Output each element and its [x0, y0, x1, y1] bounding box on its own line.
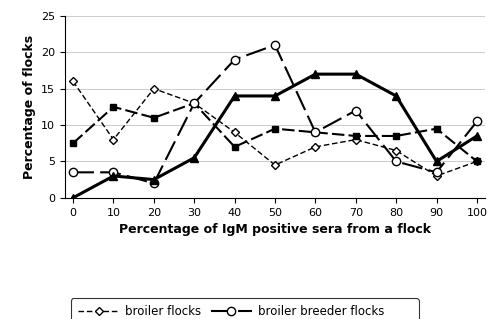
Legend: broiler flocks, pullet flocks, broiler breeder flocks, broiler grandparent flock: broiler flocks, pullet flocks, broiler b…: [71, 298, 418, 319]
X-axis label: Percentage of IgM positive sera from a flock: Percentage of IgM positive sera from a f…: [119, 223, 431, 236]
Y-axis label: Percentage of flocks: Percentage of flocks: [22, 35, 36, 179]
